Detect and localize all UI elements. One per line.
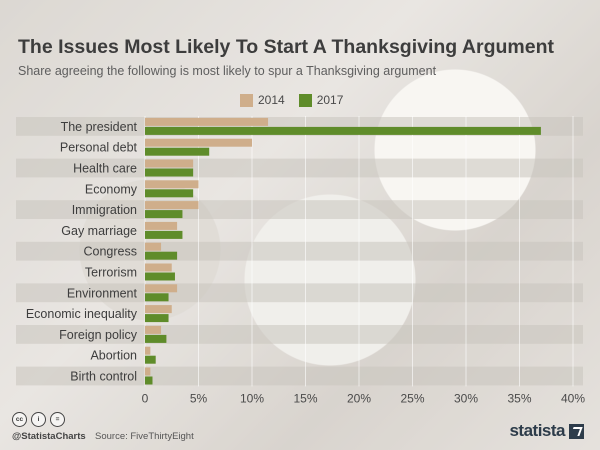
x-tick-label: 5% [190,391,208,405]
bar-2017 [145,293,169,302]
bar-2014 [145,201,199,210]
attribution-icon: i [31,412,46,427]
bar-2017 [145,314,169,323]
legend: 2014 2017 [240,92,343,108]
legend-label-2014: 2014 [258,93,285,107]
bar-2017 [145,230,183,239]
brand-name: statista [509,421,565,440]
x-tick-label: 10% [240,391,264,405]
x-tick-label: 30% [454,391,478,405]
category-label: Terrorism [85,266,137,280]
x-tick-label: 20% [347,391,371,405]
category-label: Immigration [72,203,137,217]
legend-item-2014: 2014 [240,93,285,107]
legend-item-2017: 2017 [298,93,344,107]
bar-2017 [145,355,156,364]
twitter-handle: @StatistaCharts [12,431,86,442]
bar-2014 [145,305,172,314]
bar-2017 [145,272,175,281]
category-label: Economic inequality [26,307,138,321]
bar-2014 [145,284,178,293]
category-label: Economy [85,182,138,196]
category-label: Environment [67,286,138,300]
bar-2017 [145,334,167,343]
category-label: Gay marriage [61,224,137,238]
x-tick-label: 15% [293,391,317,405]
bar-2014 [145,263,172,272]
x-tick-label: 0 [142,391,149,405]
row-stripe [16,366,583,386]
category-label: Congress [84,245,138,259]
bar-2017 [145,210,183,219]
chart-subtitle: Share agreeing the following is most lik… [18,64,437,78]
bar-2014 [145,138,252,147]
bar-2014 [145,242,162,251]
bar-2017 [145,168,194,177]
statista-logo[interactable]: statista [509,421,584,441]
category-label: Health care [73,162,137,176]
bar-2014 [145,325,162,334]
legend-swatch-2014 [240,93,253,107]
bar-2017 [145,251,178,260]
source-note: Source: FiveThirtyEight [95,431,194,442]
x-tick-label: 40% [561,391,585,405]
bar-2014 [145,180,199,189]
category-label: Foreign policy [59,328,138,342]
bar-2014 [145,117,269,126]
legend-swatch-2017 [298,93,312,107]
legend-label-2017: 2017 [316,93,344,107]
statista-logo-icon [569,423,584,439]
no-derivatives-icon: = [50,412,65,427]
bar-2017 [145,376,153,385]
x-tick-label: 25% [400,391,424,405]
bar-2017 [145,189,194,198]
category-label: Abortion [90,349,137,363]
category-label: The president [61,120,138,134]
bar-2017 [145,126,541,135]
license-icons: cc i = [12,412,65,427]
chart-title: The Issues Most Likely To Start A Thanks… [18,36,554,58]
bar-2014 [145,159,194,168]
category-label: Birth control [70,370,137,384]
bar-2017 [145,147,210,156]
x-tick-label: 35% [507,391,531,405]
creative-commons-icon: cc [12,412,27,427]
bar-2014 [145,367,151,376]
bar-2014 [145,221,178,230]
bar-2014 [145,346,151,355]
category-label: Personal debt [60,141,138,155]
